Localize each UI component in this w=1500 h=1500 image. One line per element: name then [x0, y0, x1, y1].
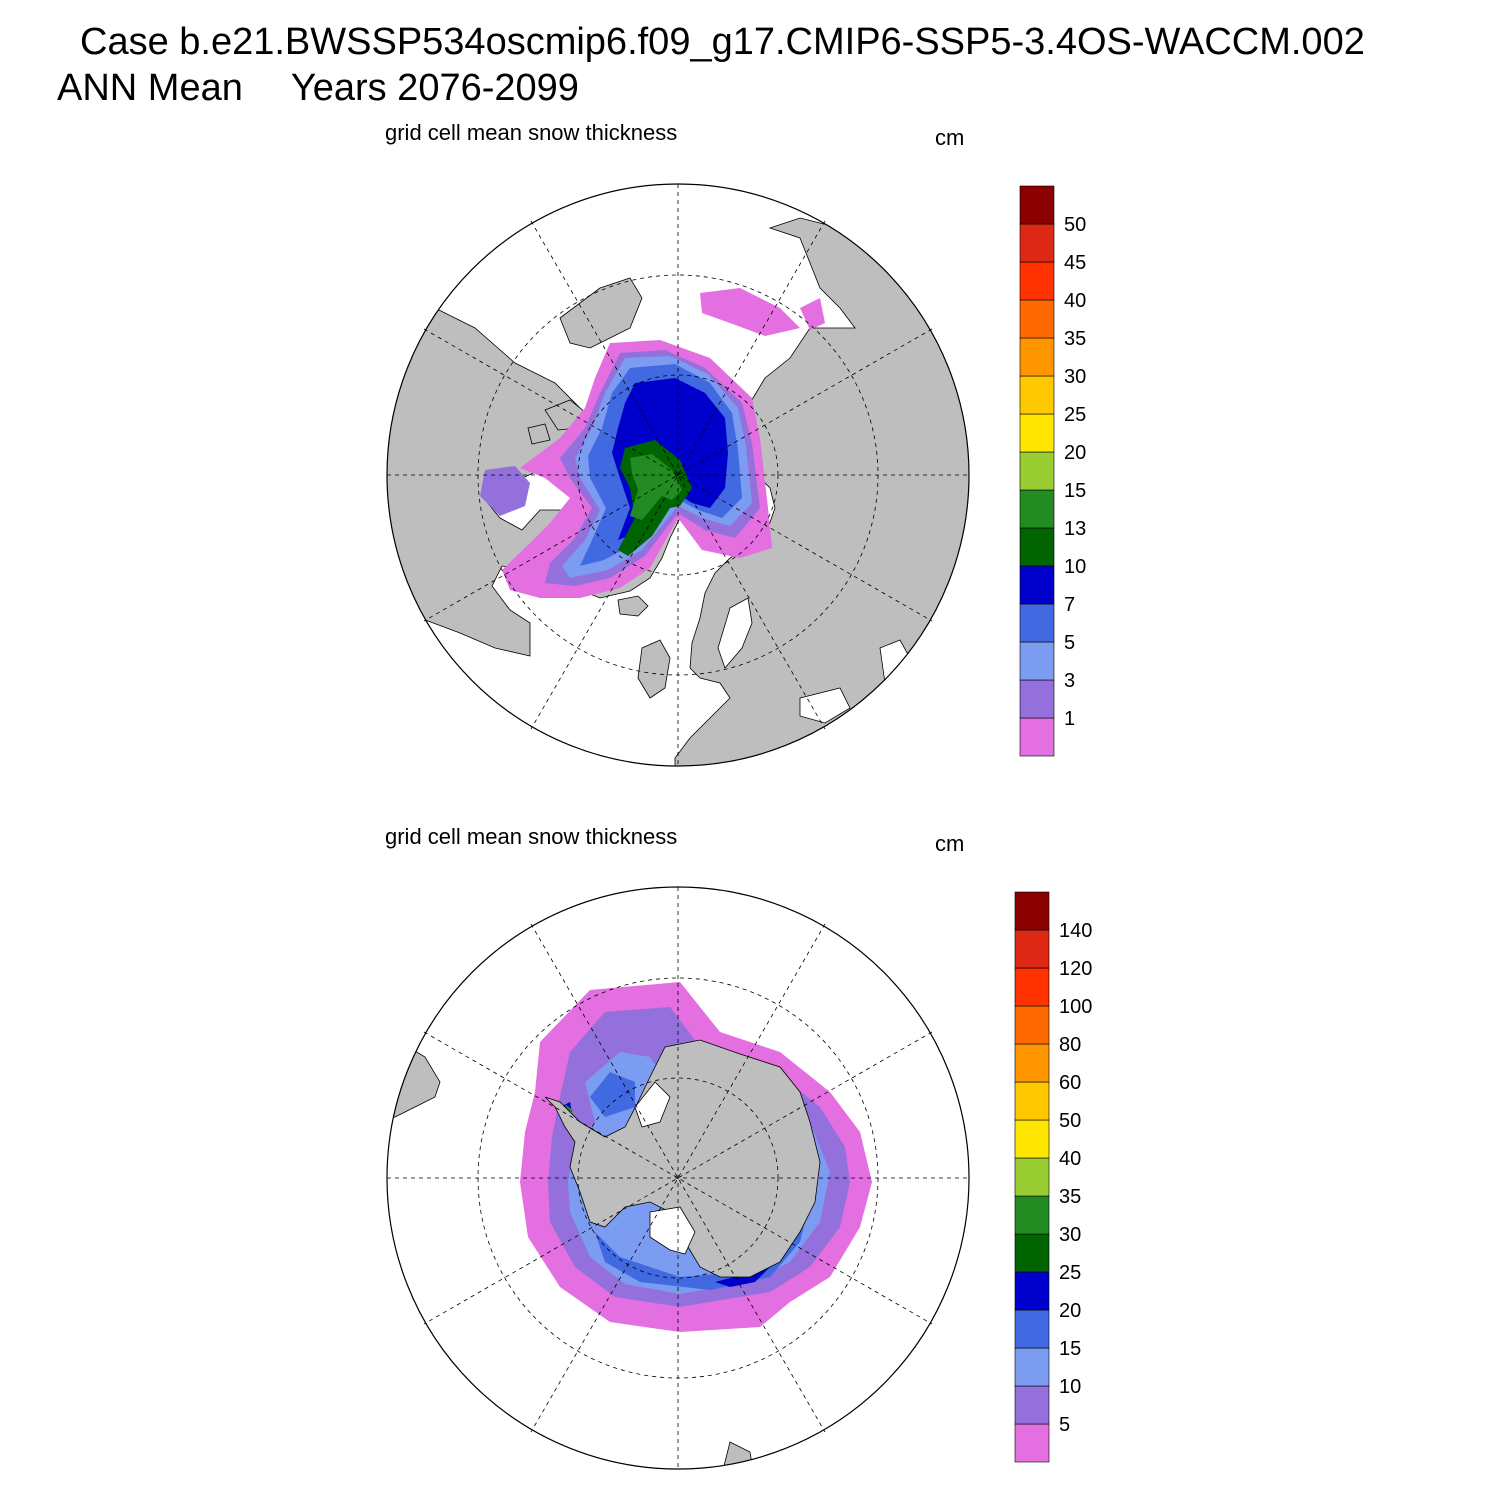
nh-colorbar-label: 35	[1064, 328, 1086, 350]
sh-colorbar-box	[1014, 1271, 1050, 1311]
sh-land-antarctica	[544, 1039, 821, 1278]
nh-map-border	[386, 183, 970, 767]
nh-panel-title: grid cell mean snow thickness	[385, 120, 678, 145]
sh-colorbar-label: 5	[1059, 1414, 1070, 1436]
sh-map-border	[386, 886, 970, 1470]
nh-colorbar-box	[1019, 261, 1055, 301]
sh-colorbar-box	[1014, 967, 1050, 1007]
nh-colorbar-label: 20	[1064, 442, 1086, 464]
nh-colorbar-box	[1019, 299, 1055, 339]
nh-land-alaska	[559, 277, 643, 349]
nh-baltic-sea	[717, 597, 753, 669]
nh-ice-okhotsk	[800, 298, 825, 330]
sh-colorbar-box	[1014, 1233, 1050, 1273]
sh-colorbar-box	[1014, 1347, 1050, 1387]
sh-colorbar-box	[1014, 929, 1050, 969]
sh-colorbar-label: 80	[1059, 1034, 1081, 1056]
sh-colorbar-box	[1014, 1309, 1050, 1349]
nh-colorbar-label: 50	[1064, 214, 1086, 236]
sh-ice-shelf-weddell	[634, 1081, 671, 1128]
sh-panel-title: grid cell mean snow thickness	[385, 824, 678, 849]
sh-colorbar-label: 120	[1059, 958, 1092, 980]
nh-colorbar-box	[1019, 641, 1055, 681]
years-label: Years 2076-2099	[290, 67, 579, 109]
sh-colorbar-label: 10	[1059, 1376, 1081, 1398]
nh-colorbar-label: 15	[1064, 480, 1086, 502]
nh-colorbar-box	[1019, 413, 1055, 453]
nh-land-british-isles	[637, 639, 671, 699]
nh-black-sea	[799, 687, 851, 724]
sh-colorbar-box	[1014, 1385, 1050, 1425]
sh-graticule	[387, 887, 969, 1469]
sh-colorbar-label: 25	[1059, 1262, 1081, 1284]
sh-colorbar-label: 140	[1059, 920, 1092, 942]
sh-colorbar-box	[1014, 1081, 1050, 1121]
nh-ice-hudson	[480, 466, 530, 516]
nh-colorbar-label: 1	[1064, 708, 1075, 730]
nh-colorbar-box	[1019, 223, 1055, 263]
sh-colorbar-label: 100	[1059, 996, 1092, 1018]
nh-colorbar-label: 7	[1064, 594, 1075, 616]
sh-colorbar-box	[1014, 1157, 1050, 1197]
nh-colorbar-box	[1019, 717, 1055, 757]
sh-colorbar-label: 15	[1059, 1338, 1081, 1360]
sh-colorbar-box	[1014, 891, 1050, 931]
sh-colorbar-box	[1014, 1005, 1050, 1045]
nh-colorbar-label: 40	[1064, 290, 1086, 312]
sh-colorbar-box	[1014, 1043, 1050, 1083]
nh-colorbar-box	[1019, 375, 1055, 415]
nh-colorbar-box	[1019, 489, 1055, 529]
antarctic-snow-thickness-map	[386, 886, 970, 1470]
nh-colorbar-label: 30	[1064, 366, 1086, 388]
nh-colorbar-box	[1019, 527, 1055, 567]
sh-colorbar-label: 40	[1059, 1148, 1081, 1170]
sh-colorbar-label: 60	[1059, 1072, 1081, 1094]
sh-colorbar-label: 30	[1059, 1224, 1081, 1246]
sh-colorbar: 5 10 15 20 25 30 35 40 50 60 80 100 120 140	[1014, 891, 1092, 1463]
nh-colorbar-box	[1019, 565, 1055, 605]
nh-colorbar-box	[1019, 185, 1055, 225]
nh-colorbar-label: 10	[1064, 556, 1086, 578]
period-title: ANN Mean Years 2076-2099	[57, 68, 579, 108]
sh-ice-shelf-ross	[649, 1206, 696, 1255]
nh-colorbar-label: 45	[1064, 252, 1086, 274]
nh-colorbar-box	[1019, 679, 1055, 719]
sh-colorbar-box	[1014, 1119, 1050, 1159]
sh-units-label: cm	[935, 831, 965, 856]
arctic-snow-thickness-map	[386, 183, 970, 767]
case-title: Case b.e21.BWSSP534oscmip6.f09_g17.CMIP6…	[80, 21, 1365, 63]
nh-colorbar-box	[1019, 603, 1055, 643]
nh-land-iceland	[617, 595, 649, 617]
nh-graticule	[387, 184, 969, 766]
nh-units-label: cm	[935, 125, 965, 150]
sh-colorbar-label: 50	[1059, 1110, 1081, 1132]
sh-ice-green	[565, 1104, 573, 1114]
nh-colorbar-box	[1019, 451, 1055, 491]
sh-colorbar-box	[1014, 1195, 1050, 1235]
nh-land-eurasia	[674, 184, 969, 766]
sh-colorbar-label: 20	[1059, 1300, 1081, 1322]
nh-ice-bering	[700, 288, 800, 336]
nh-colorbar-label: 13	[1064, 518, 1086, 540]
nh-colorbar-label: 25	[1064, 404, 1086, 426]
sh-colorbar-box	[1014, 1423, 1050, 1463]
season-label: ANN Mean	[57, 67, 243, 109]
nh-ice-green	[630, 454, 682, 520]
nh-colorbar-label: 5	[1064, 632, 1075, 654]
sh-colorbar-label: 35	[1059, 1186, 1081, 1208]
nh-colorbar-box	[1019, 337, 1055, 377]
sh-ice-blue	[590, 1072, 805, 1290]
nh-colorbar-label: 3	[1064, 670, 1075, 692]
